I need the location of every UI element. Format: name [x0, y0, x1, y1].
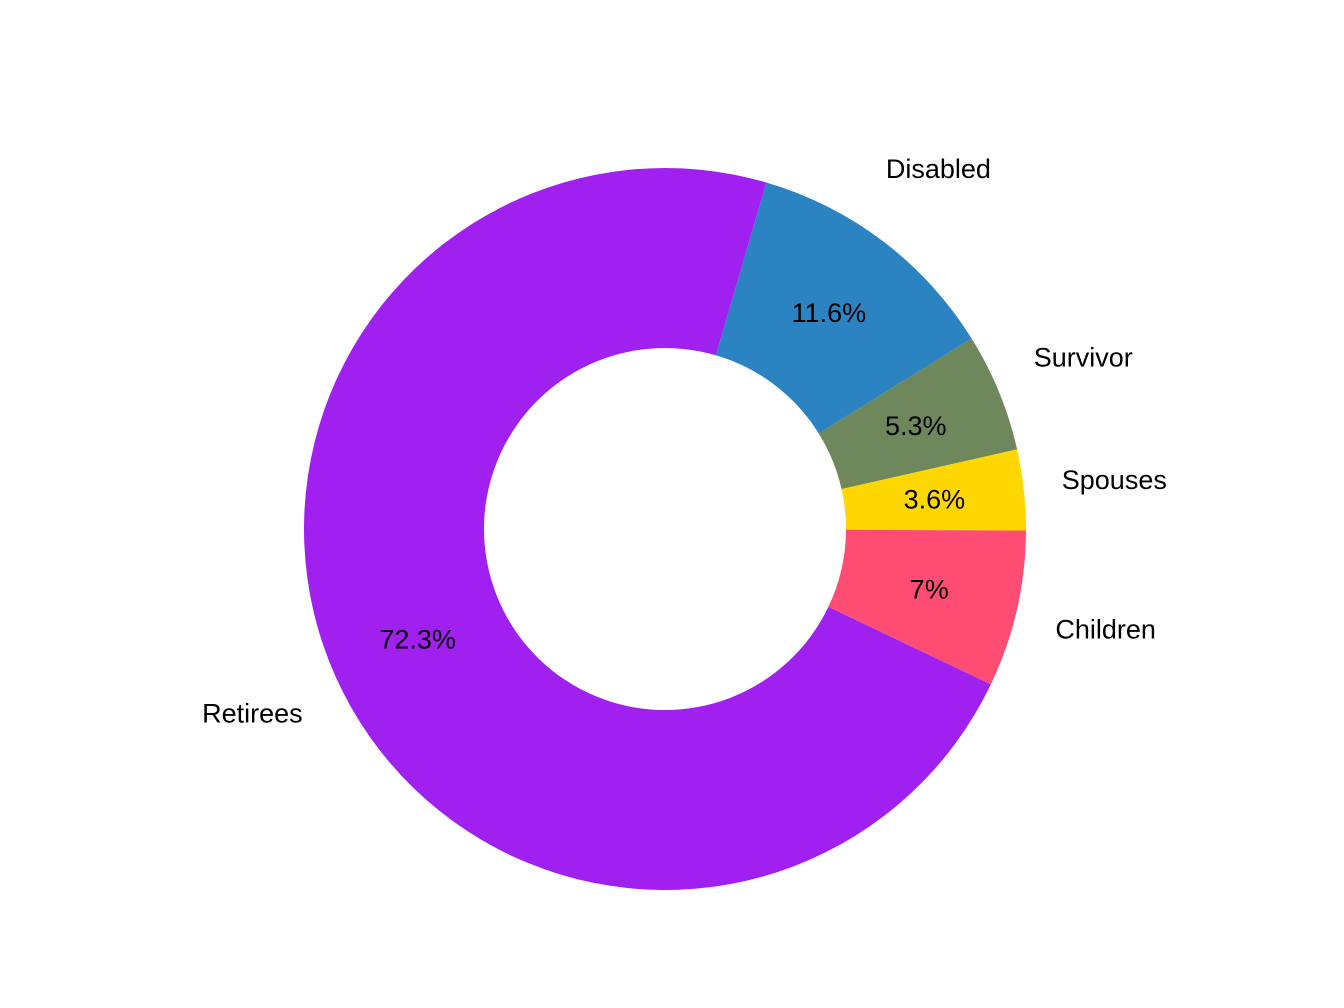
percent-label-children: 7%	[910, 574, 949, 604]
percent-labels: 11.6% 5.3% 3.6% 7% 72.3%	[379, 298, 965, 654]
percent-label-disabled: 11.6%	[792, 298, 867, 328]
category-label-disabled: Disabled	[886, 154, 991, 184]
category-label-spouses: Spouses	[1062, 465, 1167, 495]
category-label-retirees: Retirees	[202, 699, 303, 729]
percent-label-spouses: 3.6%	[904, 485, 966, 515]
slice-retirees	[303, 167, 991, 890]
category-label-children: Children	[1055, 615, 1156, 645]
slice-survivor	[818, 338, 1018, 490]
percent-label-survivor: 5.3%	[885, 411, 947, 441]
percent-label-retirees: 72.3%	[379, 625, 456, 655]
slice-disabled	[715, 182, 972, 434]
slice-children	[828, 529, 1026, 685]
slice-spouses	[841, 449, 1026, 531]
donut-slices	[303, 167, 1026, 890]
category-labels: Disabled Survivor Spouses Children Retirees	[202, 154, 1167, 728]
category-label-survivor: Survivor	[1034, 343, 1133, 373]
